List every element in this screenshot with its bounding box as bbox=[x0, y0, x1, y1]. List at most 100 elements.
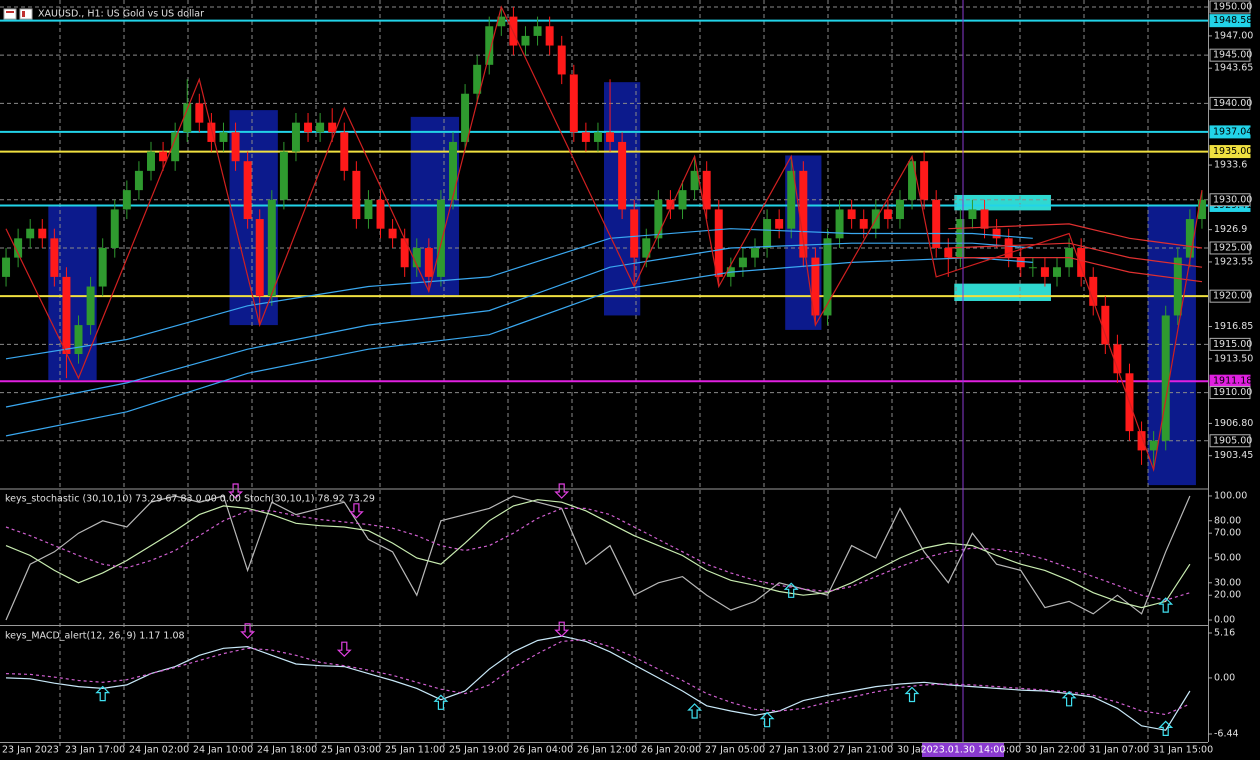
candle-body bbox=[666, 199, 675, 210]
price-label: 1948.58 bbox=[1213, 15, 1252, 26]
price-label: 1911.18 bbox=[1213, 376, 1252, 387]
candle-body bbox=[74, 325, 83, 355]
candle-body bbox=[545, 26, 554, 46]
y-tick-label: 0.00 bbox=[1214, 672, 1235, 683]
candle-body bbox=[932, 199, 941, 248]
candle-body bbox=[835, 209, 844, 239]
candle-body bbox=[593, 132, 602, 142]
candle-body bbox=[823, 238, 832, 316]
candle-body bbox=[654, 199, 663, 239]
price-label: 1937.04 bbox=[1213, 126, 1252, 137]
candle-body bbox=[1053, 267, 1061, 277]
price-label-box bbox=[1209, 125, 1251, 139]
candle-body bbox=[110, 209, 119, 248]
time-label: 27 Jan 13:00 bbox=[769, 745, 829, 756]
arrow-up bbox=[904, 686, 920, 703]
y-tick-label: 1943.65 bbox=[1214, 63, 1253, 74]
candle-body bbox=[1137, 431, 1146, 451]
indicator-line bbox=[5, 507, 1191, 601]
candle-body bbox=[630, 209, 639, 258]
arrow-up bbox=[1061, 690, 1077, 707]
overlay-line bbox=[5, 256, 1033, 437]
candle-body bbox=[255, 219, 264, 297]
overlay-line bbox=[948, 223, 1203, 249]
candle-body bbox=[980, 209, 989, 229]
price-label: 1920.00 bbox=[1213, 291, 1252, 302]
arrow-down bbox=[348, 503, 364, 519]
candle-body bbox=[449, 141, 457, 200]
overlay-line bbox=[948, 242, 1203, 268]
arrow-up bbox=[1158, 720, 1174, 737]
symbol-icon bbox=[3, 8, 33, 20]
candle-body bbox=[968, 209, 977, 220]
price-label-box bbox=[1209, 0, 1251, 14]
arrow-up bbox=[783, 582, 799, 598]
candle-body bbox=[364, 199, 373, 220]
price-label: 1905.00 bbox=[1213, 435, 1252, 446]
candle-body bbox=[352, 170, 361, 220]
price-label-box bbox=[1209, 193, 1251, 207]
candle-body bbox=[62, 276, 71, 355]
candle-body bbox=[1173, 257, 1182, 316]
arrow-down bbox=[228, 483, 244, 499]
y-tick-label: 100.00 bbox=[1214, 490, 1247, 501]
candle-body bbox=[944, 247, 953, 258]
candle-body bbox=[847, 209, 856, 220]
time-label: 25 Jan 19:00 bbox=[449, 745, 509, 756]
arrow-down bbox=[336, 641, 352, 658]
candle-body bbox=[859, 219, 868, 229]
time-label: 24 Jan 10:00 bbox=[193, 745, 253, 756]
overlay-line bbox=[5, 5, 1203, 473]
candle-body bbox=[690, 170, 699, 191]
candle-body bbox=[1016, 257, 1025, 268]
time-label: 25 Jan 03:00 bbox=[321, 745, 381, 756]
y-tick-label: 30.00 bbox=[1214, 577, 1241, 588]
time-highlight: 2023.01.30 14:00 bbox=[921, 745, 1006, 756]
candle-body bbox=[1089, 276, 1098, 306]
candle-body bbox=[1028, 267, 1037, 269]
candle-body bbox=[1040, 267, 1049, 277]
candle-body bbox=[98, 247, 107, 287]
candle-body bbox=[1161, 315, 1170, 441]
y-tick-label: 0.00 bbox=[1214, 615, 1235, 626]
indicator-line bbox=[5, 495, 1191, 621]
y-tick-label: 1947.00 bbox=[1214, 30, 1253, 41]
candle-body bbox=[521, 35, 530, 46]
time-label: 26 Jan 12:00 bbox=[577, 745, 637, 756]
time-label: 27 Jan 05:00 bbox=[705, 745, 765, 756]
candle-body bbox=[642, 238, 651, 258]
price-label-box bbox=[1209, 241, 1251, 255]
y-tick-label: 50.00 bbox=[1214, 552, 1241, 563]
candle-body bbox=[763, 219, 772, 248]
arrow-up bbox=[433, 694, 449, 710]
y-tick-label: 1906.80 bbox=[1214, 418, 1253, 429]
candle-body bbox=[26, 228, 35, 239]
candle-body bbox=[388, 228, 397, 239]
price-label: 1935.00 bbox=[1213, 146, 1252, 157]
candle-body bbox=[1077, 247, 1086, 277]
time-label: 26 Jan 04:00 bbox=[513, 745, 573, 756]
candle-body bbox=[1149, 440, 1158, 451]
candle-body bbox=[38, 228, 47, 239]
candle-body bbox=[207, 122, 216, 142]
time-label: 25 Jan 11:00 bbox=[385, 745, 445, 756]
time-label: 23 Jan 2023 bbox=[2, 745, 59, 756]
overlay-line bbox=[948, 257, 1203, 283]
time-highlight-box bbox=[922, 743, 1004, 757]
candle-body bbox=[908, 161, 917, 200]
indicator-title: keys_MACD_alert(12, 26, 9) 1.17 1.08 bbox=[5, 631, 185, 642]
candle-body bbox=[678, 190, 687, 210]
candle-body bbox=[291, 122, 300, 152]
price-label-box bbox=[1209, 145, 1251, 159]
candle-body bbox=[956, 219, 965, 258]
candle-body bbox=[340, 132, 349, 171]
candle-body bbox=[171, 132, 180, 162]
arrow-up bbox=[759, 711, 775, 728]
price-label: 1950.00 bbox=[1213, 1, 1252, 12]
candle-body bbox=[328, 122, 337, 133]
marks-layer bbox=[0, 5, 1208, 737]
candle-body bbox=[183, 103, 192, 133]
candle-body bbox=[86, 286, 95, 326]
